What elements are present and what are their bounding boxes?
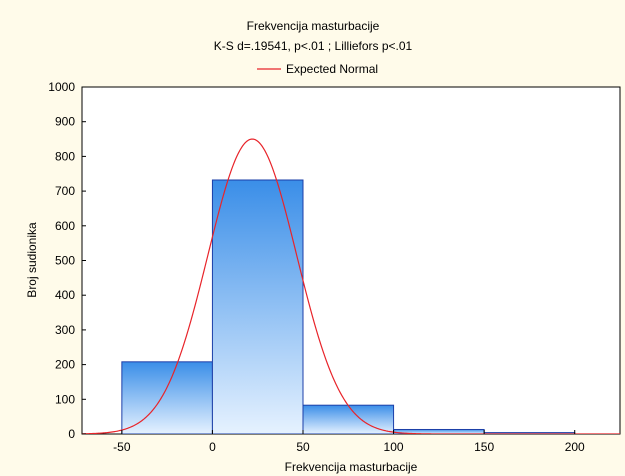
bar-1 — [211, 179, 304, 434]
x-tick-label: -50 — [113, 440, 131, 454]
bar-0 — [121, 361, 213, 434]
y-tick-label: 500 — [55, 254, 75, 268]
legend-label-expected-normal: Expected Normal — [286, 62, 378, 76]
expected-normal-curve — [82, 138, 620, 434]
y-tick-label: 300 — [55, 323, 75, 337]
y-tick-label: 900 — [55, 115, 75, 129]
x-tick-label: 50 — [296, 440, 310, 454]
x-tick-label: 0 — [209, 440, 216, 454]
y-tick-label: 1000 — [48, 80, 75, 94]
x-tick-label: 150 — [474, 440, 494, 454]
y-tick-label: 700 — [55, 184, 75, 198]
y-tick-label: 800 — [55, 149, 75, 163]
y-tick-label: 200 — [55, 358, 75, 372]
y-axis-label: Broj sudionika — [25, 222, 39, 298]
bars — [121, 179, 576, 434]
x-axis: -50 0 50 100 150 200 — [113, 430, 585, 454]
chart-subtitle: K-S d=.19541, p<.01 ; Lilliefors p<.01 — [214, 39, 413, 53]
y-tick-label: 600 — [55, 219, 75, 233]
legend: Expected Normal — [257, 62, 378, 76]
chart-title: Frekvencija masturbacije — [247, 19, 380, 33]
expected-normal-curve-group — [82, 138, 620, 434]
x-tick-label: 200 — [565, 440, 585, 454]
x-tick-label: 100 — [384, 440, 404, 454]
y-tick-label: 100 — [55, 392, 75, 406]
y-axis: 0 100 200 300 400 500 600 700 800 900 1000 — [48, 80, 86, 441]
y-tick-label: 400 — [55, 288, 75, 302]
x-axis-label: Frekvencija masturbacije — [285, 460, 418, 474]
y-tick-label: 0 — [68, 427, 75, 441]
